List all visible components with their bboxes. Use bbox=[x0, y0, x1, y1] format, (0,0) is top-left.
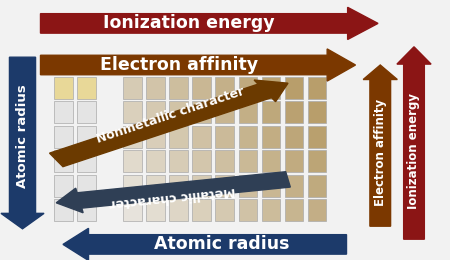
Bar bbox=[169, 175, 188, 197]
Bar bbox=[261, 175, 280, 197]
Bar bbox=[169, 199, 188, 221]
Text: Nonmetallic character: Nonmetallic character bbox=[94, 85, 246, 146]
FancyArrow shape bbox=[1, 57, 44, 229]
Bar bbox=[77, 77, 95, 99]
FancyArrow shape bbox=[63, 228, 346, 260]
Bar bbox=[77, 126, 95, 147]
Bar bbox=[308, 126, 326, 147]
Bar bbox=[123, 175, 142, 197]
Bar bbox=[238, 77, 257, 99]
Bar bbox=[54, 77, 72, 99]
Bar bbox=[193, 175, 211, 197]
Bar bbox=[54, 150, 72, 172]
Bar bbox=[54, 199, 72, 221]
Bar bbox=[261, 77, 280, 99]
Bar bbox=[146, 126, 165, 147]
FancyArrow shape bbox=[363, 65, 397, 226]
Bar bbox=[308, 77, 326, 99]
FancyArrow shape bbox=[50, 80, 288, 167]
Bar bbox=[308, 199, 326, 221]
Bar bbox=[284, 101, 303, 123]
FancyArrow shape bbox=[40, 7, 378, 40]
Bar bbox=[169, 150, 188, 172]
Bar bbox=[308, 101, 326, 123]
Bar bbox=[146, 199, 165, 221]
Bar bbox=[238, 101, 257, 123]
Bar bbox=[77, 175, 95, 197]
Bar bbox=[77, 101, 95, 123]
Bar bbox=[308, 150, 326, 172]
Bar bbox=[238, 126, 257, 147]
Bar bbox=[284, 126, 303, 147]
FancyArrow shape bbox=[397, 47, 431, 239]
Bar bbox=[238, 150, 257, 172]
Bar bbox=[216, 101, 234, 123]
Bar bbox=[77, 150, 95, 172]
Bar bbox=[54, 126, 72, 147]
Bar bbox=[284, 77, 303, 99]
Text: Atomic radius: Atomic radius bbox=[16, 84, 29, 188]
Bar bbox=[284, 150, 303, 172]
Bar bbox=[54, 101, 72, 123]
Bar bbox=[284, 199, 303, 221]
Bar bbox=[146, 150, 165, 172]
Bar bbox=[308, 175, 326, 197]
Bar bbox=[238, 199, 257, 221]
Bar bbox=[193, 101, 211, 123]
Bar bbox=[123, 199, 142, 221]
Text: Metallic character: Metallic character bbox=[109, 184, 236, 210]
Bar bbox=[193, 150, 211, 172]
Bar bbox=[123, 126, 142, 147]
Text: Electron affinity: Electron affinity bbox=[100, 56, 258, 74]
Bar bbox=[123, 101, 142, 123]
Bar bbox=[261, 150, 280, 172]
Bar bbox=[284, 175, 303, 197]
Bar bbox=[216, 199, 234, 221]
Bar bbox=[77, 199, 95, 221]
Bar bbox=[238, 175, 257, 197]
Bar bbox=[216, 77, 234, 99]
Bar bbox=[261, 101, 280, 123]
Bar bbox=[216, 126, 234, 147]
Bar bbox=[169, 101, 188, 123]
Bar bbox=[216, 150, 234, 172]
Text: Electron affinity: Electron affinity bbox=[374, 99, 387, 206]
Bar bbox=[216, 175, 234, 197]
Text: Atomic radius: Atomic radius bbox=[154, 235, 289, 254]
Bar bbox=[54, 175, 72, 197]
Bar bbox=[123, 150, 142, 172]
FancyArrow shape bbox=[40, 49, 356, 81]
Bar bbox=[169, 77, 188, 99]
Bar bbox=[146, 77, 165, 99]
Bar bbox=[146, 101, 165, 123]
Bar bbox=[146, 175, 165, 197]
Text: Ionization energy: Ionization energy bbox=[408, 93, 420, 209]
FancyArrow shape bbox=[56, 172, 290, 213]
Text: Ionization energy: Ionization energy bbox=[103, 14, 275, 32]
Bar bbox=[261, 126, 280, 147]
Bar bbox=[123, 77, 142, 99]
Bar bbox=[261, 199, 280, 221]
Bar bbox=[169, 126, 188, 147]
Bar bbox=[193, 199, 211, 221]
Bar bbox=[193, 77, 211, 99]
Bar bbox=[193, 126, 211, 147]
